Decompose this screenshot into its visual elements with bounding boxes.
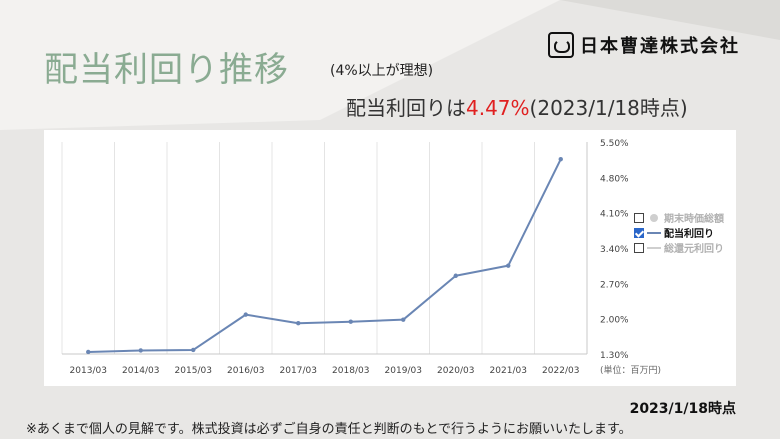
x-tick-label: 2018/03 [332, 366, 369, 376]
data-point [138, 348, 143, 353]
chart-legend: 期末時価総額 配当利回り 総還元利回り [634, 210, 724, 255]
y-tick-label: 4.10% [600, 210, 629, 220]
x-tick-label: 2017/03 [280, 366, 317, 376]
legend-checkbox-market-cap[interactable] [634, 212, 644, 223]
as-of-date: 2023/1/18時点 [629, 401, 736, 417]
x-tick-label: 2014/03 [122, 366, 159, 376]
series-line-dividend-yield [88, 158, 562, 353]
company-logo: 日本曹達株式会社 [548, 30, 740, 60]
data-point [453, 273, 458, 278]
y-tick-label: 1.30% [600, 351, 629, 361]
y-tick-label: 4.80% [600, 174, 629, 184]
y-tick-label: 3.40% [600, 245, 629, 255]
chart-panel: 5.50% 4.80% 4.10% 3.40% 2.70% 2.00% 1.30% 2013/… [44, 130, 736, 386]
legend-checkbox-dividend-yield[interactable] [634, 227, 644, 238]
legend-item-dividend-yield[interactable]: 配当利回り [634, 225, 724, 240]
yield-suffix: (2023/1/18時点) [529, 96, 688, 120]
y-tick-label: 5.50% [600, 139, 629, 149]
x-tick-label: 2020/03 [437, 366, 474, 376]
legend-label-total-return: 総還元利回り [664, 244, 724, 255]
yield-value: 4.47% [466, 96, 530, 120]
dividend-yield-chart: 5.50% 4.80% 4.10% 3.40% 2.70% 2.00% 1.30% 2013/… [61, 139, 661, 376]
disclaimer-note: ※あくまで個人の見解です。株式投資は必ずご自身の責任と判断のもとで行うようにお願… [26, 422, 632, 437]
x-tick-label: 2019/03 [385, 366, 422, 376]
data-point [296, 321, 301, 326]
dot-marker-icon [647, 213, 661, 222]
data-point [506, 263, 511, 268]
data-point [86, 349, 91, 355]
page-title: 配当利回り推移 [44, 50, 289, 90]
legend-item-total-return[interactable]: 総還元利回り [634, 240, 724, 255]
data-point [348, 319, 353, 324]
y-tick-label: 2.70% [600, 280, 629, 290]
line-marker-icon [647, 229, 661, 237]
page-subtitle: (4%以上が理想) [330, 63, 434, 79]
x-tick-label: 2015/03 [175, 366, 212, 376]
data-point [558, 156, 563, 162]
x-tick-label: 2016/03 [227, 366, 264, 376]
unit-label: (単位：百万円) [600, 364, 661, 376]
data-point [191, 347, 196, 353]
yield-prefix: 配当利回りは [346, 96, 466, 120]
data-point [401, 317, 406, 322]
legend-label-dividend-yield: 配当利回り [664, 229, 714, 240]
data-point [243, 312, 248, 317]
line-marker-icon [647, 244, 661, 252]
legend-checkbox-total-return[interactable] [634, 242, 644, 253]
y-tick-label: 2.00% [600, 316, 629, 326]
x-tick-label: 2021/03 [490, 366, 527, 376]
legend-label-market-cap: 期末時価総額 [664, 214, 724, 225]
company-name: 日本曹達株式会社 [580, 36, 740, 57]
company-logo-icon [548, 32, 574, 58]
yield-summary: 配当利回りは4.47%(2023/1/18時点) [346, 92, 688, 121]
x-tick-label: 2013/03 [70, 366, 107, 376]
x-tick-label: 2022/03 [542, 366, 579, 376]
legend-item-market-cap[interactable]: 期末時価総額 [634, 210, 724, 225]
